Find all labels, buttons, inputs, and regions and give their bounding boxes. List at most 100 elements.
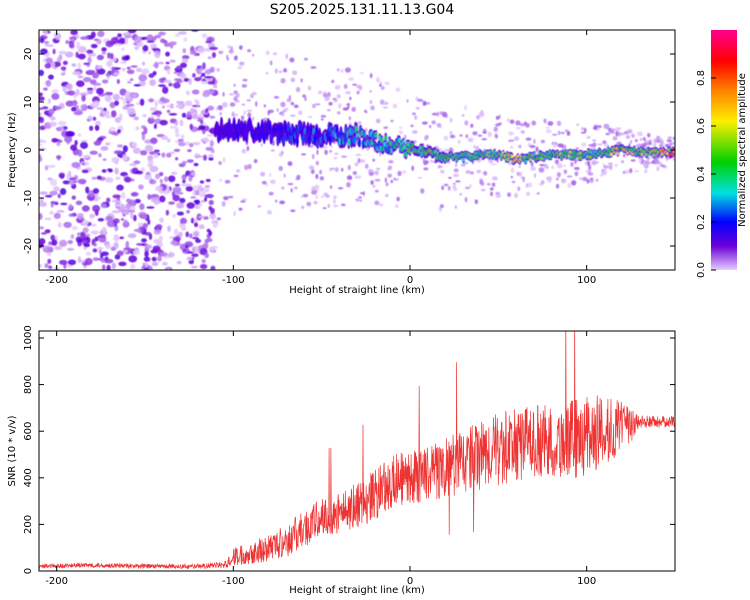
noise-blob [133,214,137,222]
noise-blob [132,249,141,256]
noise-blob [67,239,74,245]
scatter-blob [587,172,594,176]
noise-blob [146,40,155,43]
scatter-blob [429,159,434,163]
y-tick-label: 10 [23,96,34,109]
noise-blob [77,212,84,220]
noise-blob [74,139,78,146]
scatter-blob [315,174,319,180]
scatter-blob [308,165,315,170]
noise-blob [66,248,75,251]
noise-blob [97,137,104,141]
noise-blob [108,169,113,173]
noise-blob [59,239,68,247]
scatter-blob [588,164,592,170]
scatter-blob [424,160,429,164]
noise-blob [94,120,101,127]
scatter-blob [517,171,523,177]
noise-blob [200,80,208,85]
noise-blob [106,197,111,203]
noise-blob [193,162,199,167]
scatter-blob [535,146,539,153]
scatter-blob [436,111,440,117]
noise-blob [152,245,161,252]
noise-blob [174,121,179,126]
noise-blob [68,213,74,217]
noise-blob [112,218,120,224]
colorbar: 0.0 0.2 0.4 0.6 0.8 Normalized spectral ampl… [696,30,748,278]
noise-blob [186,251,194,254]
noise-blob [102,264,106,270]
scatter-blob [369,100,373,104]
scatter-blob [653,138,657,143]
scatter-blob [566,175,573,178]
noise-blob [166,104,174,108]
scatter-blob [382,106,389,109]
scatter-blob [215,107,219,111]
noise-blob [111,262,117,270]
scatter-blob [603,123,610,130]
scatter-blob [647,132,651,138]
noise-blob [93,38,99,42]
scatter-blob [618,132,625,136]
noise-blob [189,123,194,130]
scatter-blob [630,139,633,144]
scatter-blob [368,171,374,176]
noise-blob [105,177,114,183]
noise-blob [168,113,178,116]
noise-blob [77,256,81,264]
noise-blob [197,186,204,192]
noise-blob [169,59,176,63]
noise-blob [199,119,204,125]
scatter-blob [311,103,316,109]
noise-blob [129,78,134,82]
noise-blob [93,140,102,146]
noise-blob [80,141,89,149]
scatter-blob [423,167,429,171]
scatter-blob [479,179,484,185]
scatter-blob [327,203,330,208]
scatter-blob [539,163,545,167]
scatter-blob [607,127,613,131]
noise-blob [140,150,148,156]
scatter-blob [531,120,537,126]
noise-blob [105,215,114,222]
scatter-blob [495,115,500,120]
ridge-core [462,157,465,162]
scatter-blob [509,119,515,124]
noise-blob [82,154,92,159]
scatter-blob [530,166,537,171]
scatter-blob [221,101,228,108]
scatter-blob [570,161,574,167]
scatter-blob [595,178,599,182]
noise-blob [75,200,83,206]
ridge-core [268,123,272,132]
noise-blob [183,77,190,82]
noise-blob [150,43,158,50]
y-tick-label: 400 [23,468,34,487]
noise-blob [92,248,98,253]
scatter-blob [267,110,270,116]
noise-blob [194,99,199,103]
noise-blob [191,253,199,258]
noise-blob [147,193,152,200]
scatter-blob [581,127,585,131]
scatter-blob [306,201,312,207]
scatter-blob [379,203,384,207]
noise-blob [155,185,163,192]
noise-blob [113,72,120,76]
scatter-blob [629,168,633,174]
scatter-blob [369,90,372,93]
noise-blob [80,231,86,239]
scatter-blob [241,84,248,88]
noise-blob [90,223,97,227]
noise-blob [45,194,53,198]
scatter-blob [659,143,664,149]
scatter-blob [583,127,587,134]
noise-blob [166,267,171,270]
scatter-blob [415,107,420,110]
noise-blob [122,67,126,72]
scatter-blob [520,130,525,134]
scatter-blob [333,195,337,200]
scatter-blob [398,126,403,130]
